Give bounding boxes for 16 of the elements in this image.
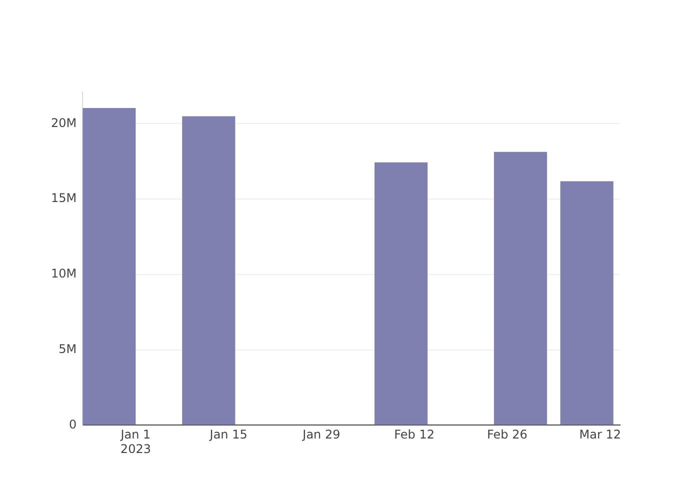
y-tick-label: 15M xyxy=(51,191,77,206)
bar xyxy=(560,181,614,425)
y-tick-label: 0 xyxy=(68,417,77,432)
y-tick-label: 10M xyxy=(51,266,77,281)
x-tick-label: Feb 12 xyxy=(394,428,435,442)
bar xyxy=(374,162,428,425)
x-tick-label: Feb 26 xyxy=(487,428,528,442)
x-tick-label: Mar 12 xyxy=(579,428,621,442)
y-tick-label: 5M xyxy=(58,342,77,356)
x-tick-label: Jan 15 xyxy=(208,428,248,442)
x-tick-label: Jan 1 2023 xyxy=(120,428,151,456)
bar xyxy=(494,152,548,425)
bar xyxy=(182,116,236,425)
x-tick-label: Jan 29 xyxy=(302,428,340,442)
y-tick-label: 20M xyxy=(51,116,77,130)
bar xyxy=(82,108,136,425)
